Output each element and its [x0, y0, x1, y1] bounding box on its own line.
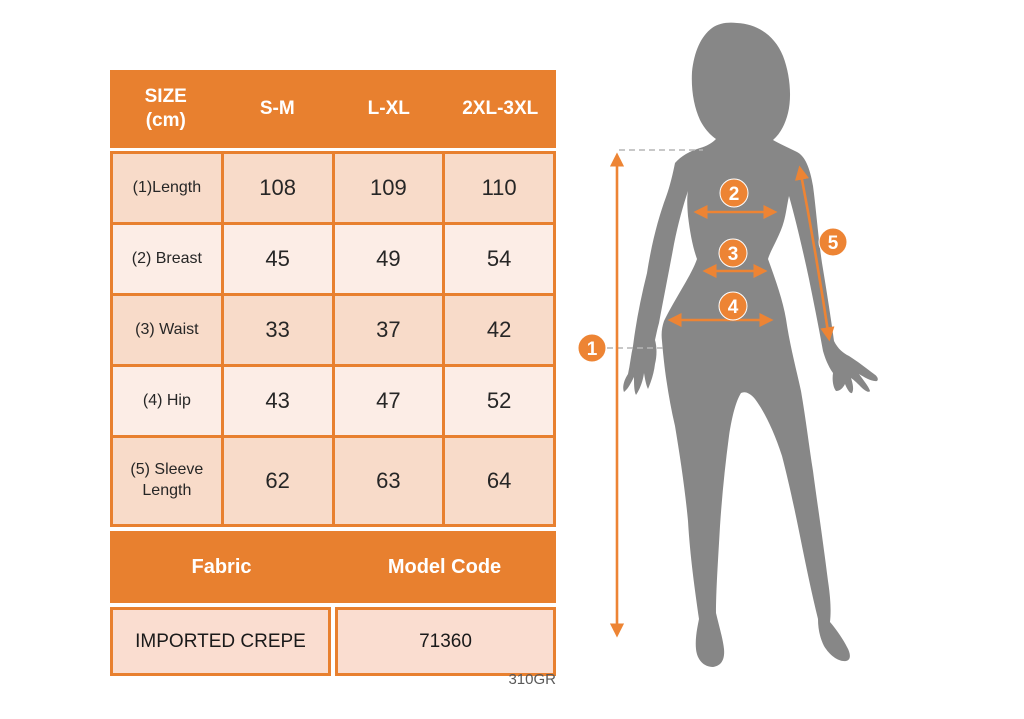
length-2xl3xl: 110: [445, 154, 553, 222]
column-header-2xl3xl: 2XL-3XL: [462, 98, 539, 120]
fabric-header: Fabric: [191, 555, 252, 578]
size-chart: SIZE (cm) S-M L-XL 2XL-3XL (1)Length 108…: [110, 70, 556, 676]
marker-2-breast: 2: [719, 178, 749, 208]
breast-2xl3xl: 54: [445, 225, 553, 293]
svg-text:1: 1: [587, 339, 598, 360]
marker-4-hip: 4: [718, 291, 748, 321]
svg-text:3: 3: [728, 244, 739, 265]
breast-sm: 45: [223, 225, 332, 293]
svg-text:4: 4: [728, 297, 739, 318]
waist-sm: 33: [223, 296, 332, 364]
column-header-sm: S-M: [259, 98, 295, 120]
length-lxl: 109: [334, 154, 443, 222]
fabric-value: IMPORTED CREPE: [110, 607, 331, 676]
marker-5-sleeve: 5: [818, 227, 848, 257]
size-table-header-row: SIZE (cm) S-M L-XL 2XL-3XL: [110, 70, 556, 148]
female-body-silhouette-image: [623, 22, 878, 667]
svg-text:5: 5: [828, 233, 839, 254]
column-header-lxl: L-XL: [367, 98, 410, 120]
breast-lxl: 49: [334, 225, 443, 293]
hip-lxl: 47: [334, 367, 443, 435]
model-code-header: Model Code: [387, 555, 502, 578]
sleeve-sm: 62: [223, 438, 332, 524]
row-label-breast: (2) Breast: [113, 225, 221, 293]
sleeve-lxl: 63: [334, 438, 443, 524]
marker-3-waist: 3: [718, 238, 748, 268]
info-header-row: Fabric Model Code: [110, 531, 556, 603]
info-value-row: IMPORTED CREPE 71360: [110, 607, 556, 676]
weight-note: 310GR: [508, 671, 556, 688]
waist-lxl: 37: [334, 296, 443, 364]
waist-2xl3xl: 42: [445, 296, 553, 364]
length-sm: 108: [223, 154, 332, 222]
model-code-value: 71360: [335, 607, 556, 676]
row-label-sleeve-length: (5) Sleeve Length: [113, 438, 221, 524]
hip-sm: 43: [223, 367, 332, 435]
row-label-hip: (4) Hip: [113, 367, 221, 435]
hip-2xl3xl: 52: [445, 367, 553, 435]
sleeve-2xl3xl: 64: [445, 438, 553, 524]
size-table-body: (1)Length 108 109 110 (2) Breast 45 49 5…: [110, 151, 556, 527]
row-label-waist: (3) Waist: [113, 296, 221, 364]
row-label-length: (1)Length: [113, 154, 221, 222]
sleeve-measure-arrow: [795, 165, 835, 342]
size-unit-header: SIZE (cm): [144, 86, 187, 131]
marker-1-length: 1: [577, 333, 607, 363]
svg-text:2: 2: [729, 184, 740, 205]
measurement-diagram: 1 2 3 4 5: [577, 22, 878, 667]
